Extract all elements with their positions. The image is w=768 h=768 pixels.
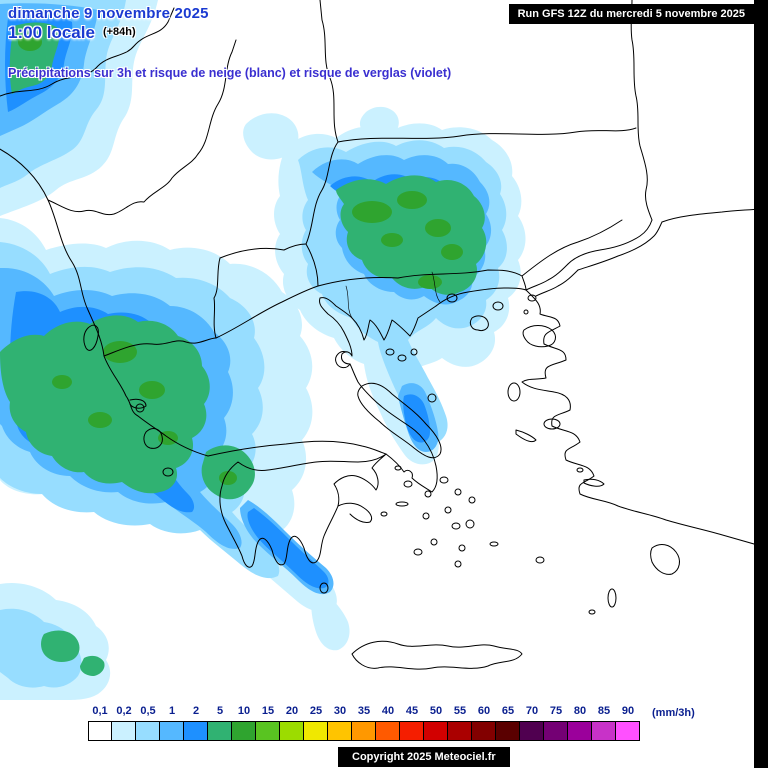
right-edge-bar (754, 0, 768, 768)
islands (83, 293, 680, 615)
legend-stop: 25 (303, 705, 328, 741)
legend-stop-value: 55 (453, 705, 467, 717)
legend-stop-value: 35 (357, 705, 371, 717)
legend-stop-value: 80 (573, 705, 587, 717)
legend-stop-value: 10 (237, 705, 251, 717)
legend-stop-value: 50 (429, 705, 443, 717)
legend-stop-value: 0,1 (92, 705, 108, 717)
legend-stop-color (279, 721, 304, 741)
legend-stop-value: 2 (192, 705, 200, 717)
legend-stop-value: 85 (597, 705, 611, 717)
legend-stop: 20 (279, 705, 304, 741)
precipitation-legend: 0,1 0,2 0,5 1 2 5 10 15 20 25 30 35 40 45 50 55 60 65 70 75… (88, 705, 695, 741)
legend-stop-value: 0,2 (116, 705, 132, 717)
legend-stop-color (423, 721, 448, 741)
legend-stop-value: 30 (333, 705, 347, 717)
legend-stop: 0,2 (111, 705, 136, 741)
coastlines-and-borders (0, 0, 768, 670)
legend-stop: 30 (327, 705, 352, 741)
legend-stop-color (519, 721, 544, 741)
legend-stop-color (567, 721, 592, 741)
precipitation-overlay (0, 0, 526, 700)
local-time-label: 1:00 locale (8, 23, 95, 42)
map-subtitle: Précipitations sur 3h et risque de neige… (8, 66, 452, 80)
legend-stop-value: 5 (216, 705, 224, 717)
legend-stop-color (495, 721, 520, 741)
legend-stop: 80 (567, 705, 592, 741)
legend-stop: 50 (423, 705, 448, 741)
legend-stop-color (327, 721, 352, 741)
legend-stop: 5 (207, 705, 232, 741)
run-info-badge: Run GFS 12Z du mercredi 5 novembre 2025 (508, 4, 754, 24)
legend-stop: 2 (183, 705, 208, 741)
legend-stop: 70 (519, 705, 544, 741)
forecast-offset-label: (+84h) (102, 26, 136, 38)
legend-stop-value: 45 (405, 705, 419, 717)
legend-stop-color (591, 721, 616, 741)
legend-stop: 15 (255, 705, 280, 741)
legend-stop-value: 20 (285, 705, 299, 717)
legend-stop-color (207, 721, 232, 741)
legend-stop-color (135, 721, 160, 741)
legend-stop-color (255, 721, 280, 741)
legend-stop: 0,1 (88, 705, 112, 741)
legend-stop-value: 25 (309, 705, 323, 717)
legend-stop: 40 (375, 705, 400, 741)
legend-stop-value: 0,5 (140, 705, 156, 717)
legend-stop-value: 70 (525, 705, 539, 717)
legend-stop: 1 (159, 705, 184, 741)
legend-stop: 85 (591, 705, 616, 741)
legend-stop-value: 15 (261, 705, 275, 717)
legend-stop: 60 (471, 705, 496, 741)
legend-stop: 45 (399, 705, 424, 741)
legend-stop: 10 (231, 705, 256, 741)
legend-stop-value: 60 (477, 705, 491, 717)
legend-stop: 90 (615, 705, 640, 741)
forecast-time: 1:00 locale (+84h) (8, 23, 136, 43)
legend-stop-color (351, 721, 376, 741)
forecast-date: dimanche 9 novembre 2025 (8, 5, 209, 22)
legend-stop-color (543, 721, 568, 741)
legend-stop-color (183, 721, 208, 741)
legend-stop: 0,5 (135, 705, 160, 741)
legend-stop-color (88, 721, 112, 741)
legend-scale: 0,1 0,2 0,5 1 2 5 10 15 20 25 30 35 40 45 50 55 60 65 70 75… (88, 705, 640, 741)
legend-stop-color (399, 721, 424, 741)
legend-stop: 55 (447, 705, 472, 741)
legend-stop-value: 90 (621, 705, 635, 717)
legend-stop-color (447, 721, 472, 741)
legend-stop-color (231, 721, 256, 741)
legend-stop-color (375, 721, 400, 741)
legend-stop-color (615, 721, 640, 741)
legend-stop-color (303, 721, 328, 741)
legend-stop: 65 (495, 705, 520, 741)
legend-stop-value: 75 (549, 705, 563, 717)
legend-stop: 75 (543, 705, 568, 741)
legend-stop: 35 (351, 705, 376, 741)
legend-stop-color (159, 721, 184, 741)
legend-stop-value: 65 (501, 705, 515, 717)
legend-stop-color (111, 721, 136, 741)
legend-stop-value: 1 (168, 705, 176, 717)
copyright-badge: Copyright 2025 Meteociel.fr (338, 747, 510, 767)
legend-stop-value: 40 (381, 705, 395, 717)
legend-unit-label: (mm/3h) (652, 707, 695, 719)
legend-stop-color (471, 721, 496, 741)
